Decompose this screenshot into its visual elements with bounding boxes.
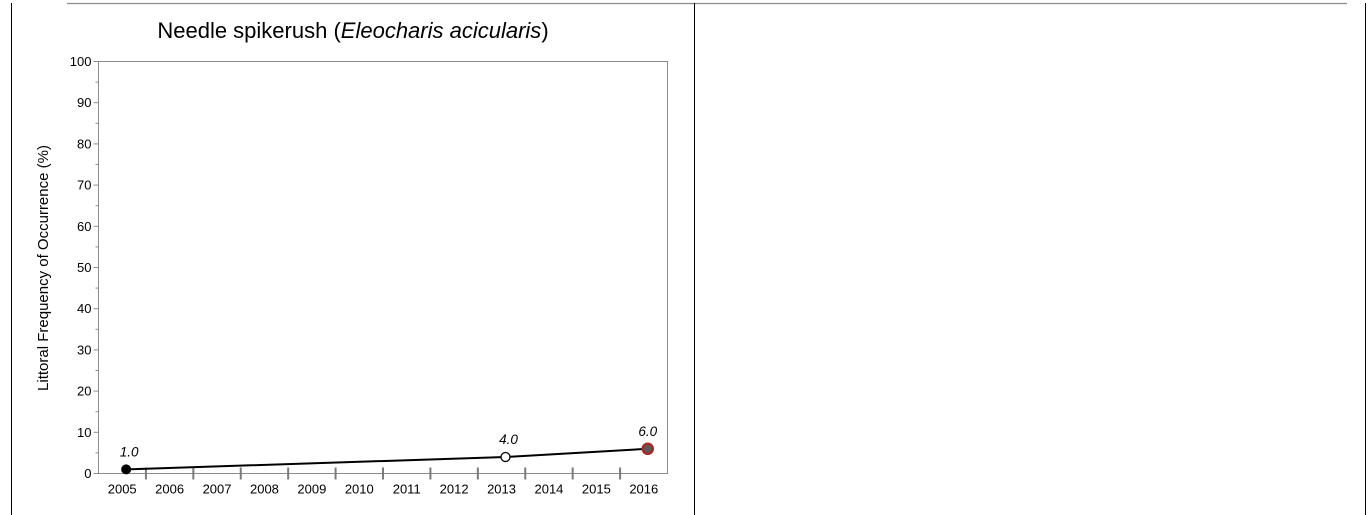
series-polyline — [126, 447, 648, 471]
data-point — [121, 464, 132, 475]
x-axis: 2005 2006 2007 2008 2009 2010 2011 2012 2013 2014… — [108, 467, 658, 497]
x-tick-label: 2009 — [297, 482, 326, 497]
data-point — [641, 442, 654, 456]
plot-area — [98, 61, 668, 474]
y-axis-label: Littoral Frequency of Occurrence (%) — [35, 145, 52, 391]
x-tick-label: 2007 — [203, 482, 232, 497]
x-tick-label: 2011 — [393, 482, 421, 497]
y-tick-label: 60 — [77, 219, 91, 234]
y-tick-label: 70 — [77, 178, 91, 193]
x-tick-label: 2016 — [629, 482, 658, 497]
x-tick-label: 2010 — [345, 482, 374, 497]
x-tick-label: 2015 — [582, 482, 611, 497]
data-point — [500, 451, 511, 463]
data-label: 6.0 — [638, 424, 657, 439]
y-tick-label: 30 — [77, 342, 91, 357]
x-tick-label: 2012 — [440, 482, 469, 497]
y-tick-label: 40 — [77, 301, 91, 316]
y-tick-label: 20 — [77, 384, 91, 399]
x-tick-label: 2006 — [155, 482, 184, 497]
y-tick-label: 10 — [77, 425, 91, 440]
y-tick-label: 100 — [70, 54, 92, 69]
series-line: 1.0 4.0 6.0 — [120, 424, 658, 475]
data-label: 4.0 — [499, 432, 518, 447]
x-tick-label: 2008 — [250, 482, 279, 497]
chart-title: Needle spikerush (Eleocharis acicularis) — [157, 18, 548, 43]
x-tick-label: 2013 — [487, 482, 516, 497]
data-label: 1.0 — [120, 444, 139, 459]
y-tick-label: 90 — [77, 95, 91, 110]
y-axis: 0 10 20 30 40 50 60 70 80 90 100 — [70, 54, 99, 481]
x-tick-label: 2005 — [108, 482, 137, 497]
chart-title-species: Eleocharis acicularis — [341, 18, 542, 43]
y-tick-label: 0 — [84, 466, 91, 481]
x-tick-label: 2014 — [534, 482, 563, 497]
y-tick-label: 80 — [77, 136, 91, 151]
y-tick-label: 50 — [77, 260, 91, 275]
